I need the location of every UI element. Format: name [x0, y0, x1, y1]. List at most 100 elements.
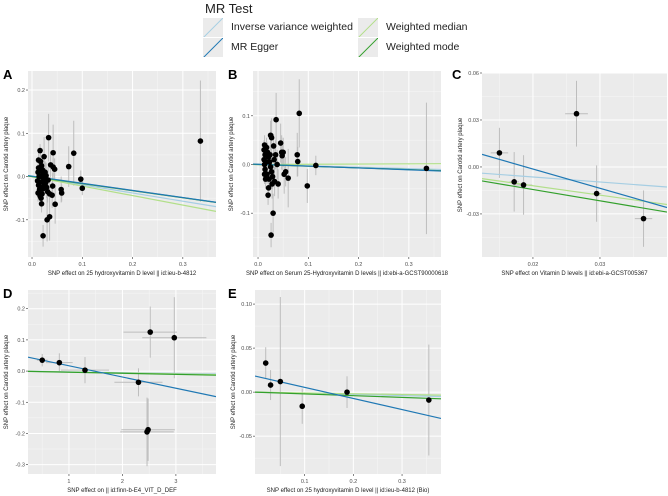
data-point	[271, 156, 277, 163]
y-tick-label: -0.03	[466, 212, 479, 218]
data-point	[145, 426, 151, 433]
data-point	[520, 182, 527, 188]
y-tick-label: -0.3	[16, 463, 25, 469]
regression-line-median	[253, 163, 441, 166]
y-tick-label: 0.00	[241, 390, 252, 396]
data-point	[640, 215, 647, 222]
data-point	[262, 166, 268, 173]
y-axis-label: SNP effect on Carotid artery plaque	[229, 116, 235, 211]
x-tick-label: 0.1	[78, 262, 86, 268]
regression-line-ivw	[482, 172, 667, 188]
y-tick-label: 0.1	[17, 338, 25, 344]
x-tick-label: 0.2	[129, 262, 137, 268]
data-point	[197, 138, 204, 144]
x-tick-label: 0.1	[301, 479, 309, 485]
x-tick-label: 0.03	[595, 262, 606, 268]
y-tick-label: -0.1	[16, 218, 25, 224]
legend: MR Test Inverse variance weighted MR Egg…	[203, 0, 503, 60]
y-tick-label: 0.0	[242, 162, 250, 168]
data-point	[41, 153, 47, 160]
data-point	[46, 213, 53, 220]
data-point	[304, 183, 311, 189]
legend-key-mode	[358, 38, 378, 57]
data-point	[58, 190, 65, 196]
data-point	[296, 110, 303, 117]
y-tick-label: -0.2	[16, 431, 25, 437]
y-tick-label: 0.0	[17, 175, 25, 181]
data-point	[265, 185, 272, 191]
legend-label-egger: MR Egger	[231, 41, 279, 53]
x-axis-label: SNP effect on 25 hydroxyvitamin D level …	[267, 488, 430, 494]
x-tick-label: 0.2	[350, 479, 358, 485]
panel-label: D	[3, 286, 12, 301]
data-point	[270, 143, 277, 149]
data-point	[46, 191, 53, 197]
y-tick-label: 0.10	[241, 302, 252, 308]
data-point	[267, 382, 274, 388]
x-tick-label: 3	[174, 479, 177, 485]
data-point	[82, 367, 88, 373]
panel-d: 1 2 3 -0.3 -0.2 -0.1 0.0 0.1 0.2 D SNP effect on |…	[3, 286, 216, 494]
plot-background	[255, 290, 441, 474]
data-point	[344, 389, 350, 395]
data-point	[40, 233, 46, 239]
plot-background	[482, 73, 667, 257]
plot-area	[28, 80, 216, 247]
data-point	[266, 176, 272, 182]
y-axis-label: SNP effect on Carotid artery plaque	[231, 334, 237, 429]
x-axis-label: SNP effect on 25 hydroxyvitamin D level …	[48, 271, 197, 277]
y-tick-label: -0.05	[239, 434, 252, 440]
panel-label: A	[3, 67, 13, 82]
legend-label-ivw: Inverse variance weighted	[231, 21, 353, 33]
data-point	[294, 158, 301, 165]
data-point	[265, 192, 271, 198]
data-point	[35, 157, 42, 163]
regression-line-mode	[482, 180, 667, 213]
regression-line-median	[28, 175, 216, 212]
x-tick-label: 0.0	[254, 262, 262, 268]
regression-line-mode	[28, 370, 216, 376]
plot-area	[482, 80, 667, 247]
plot-area	[28, 297, 216, 467]
data-point	[38, 195, 44, 201]
data-point	[277, 378, 284, 385]
data-point	[573, 110, 580, 117]
y-tick-label: 0.03	[468, 118, 479, 124]
x-tick-label: 0.2	[355, 262, 363, 268]
y-tick-label: 0.1	[17, 131, 25, 137]
y-tick-label: 0.0	[17, 369, 25, 375]
data-point	[269, 181, 275, 187]
data-point	[272, 151, 279, 158]
x-tick-label: 0.0	[28, 262, 36, 268]
x-axis-label: SNP effect on Vitamin D levels || id:ebi…	[501, 271, 648, 277]
data-point	[268, 232, 274, 238]
data-point	[285, 175, 291, 181]
x-tick-label: 0.3	[179, 262, 187, 268]
data-point	[135, 379, 142, 386]
data-point	[268, 134, 275, 141]
panel-label: E	[228, 286, 237, 301]
data-point	[147, 329, 154, 335]
data-point	[274, 161, 280, 168]
data-point	[299, 403, 306, 410]
panel-c: 0.02 0.03 -0.03 0.00 0.03 0.06 C SNP effect on …	[452, 67, 667, 277]
panel-a: 0.0 0.1 0.2 0.3 -0.1 0.0 0.1 0.2 A SNP effect on …	[3, 67, 216, 277]
data-point	[65, 163, 72, 170]
regression-line-ivw	[28, 175, 216, 208]
data-point	[50, 149, 56, 156]
data-point	[38, 200, 45, 207]
data-point	[50, 164, 56, 170]
data-point	[511, 179, 517, 185]
legend-label-mode: Weighted mode	[386, 41, 460, 53]
y-axis-label: SNP effect on Carotid artery plaque	[4, 334, 10, 429]
data-point	[273, 116, 279, 123]
data-point	[263, 159, 269, 165]
data-point	[423, 165, 430, 172]
data-point	[262, 360, 269, 366]
data-point	[70, 150, 77, 156]
regression-line-mode	[255, 391, 441, 400]
y-tick-label: 0.06	[468, 71, 479, 77]
legend-label-median: Weighted median	[386, 21, 468, 33]
x-tick-label: 0.3	[405, 262, 413, 268]
data-point	[282, 168, 289, 175]
